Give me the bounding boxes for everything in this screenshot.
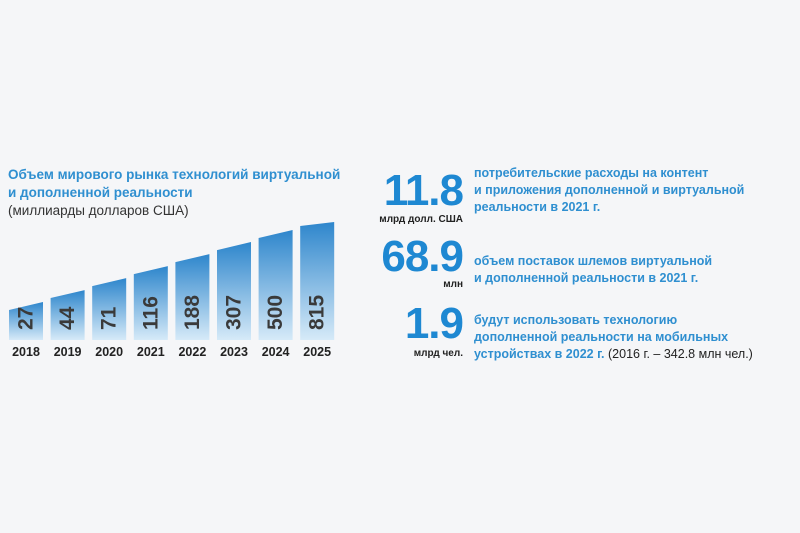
x-tick-label: 2025 [303, 345, 332, 359]
bar-2021 [133, 266, 168, 340]
stat-unit: млрд чел. [413, 348, 463, 359]
bar-value-label: 188 [181, 295, 204, 330]
chart-title: Объем мирового рынка технологий виртуаль… [8, 166, 368, 220]
stat-line: устройствах в 2022 г. (2016 г. – 342.8 м… [474, 346, 800, 363]
chart-units: (миллиарды долларов США) [8, 203, 189, 218]
stat-value: 1.9 [404, 299, 464, 348]
stat-line-text: устройствах в 2022 г. [474, 347, 605, 361]
bar-2023 [217, 242, 251, 340]
bar-2019 [50, 290, 85, 340]
bar-value-label: 71 [98, 306, 121, 330]
stat-note: (2016 г. – 342.8 млн чел.) [608, 347, 753, 361]
bar-chart: 27 44 71 116 188 307 500 815 [9, 222, 335, 340]
bar-value-label: 307 [223, 295, 246, 330]
x-tick-label: 2024 [261, 345, 290, 359]
bar-2018 [9, 301, 43, 340]
stat-line: потребительские расходы на контент [474, 166, 709, 180]
x-tick-label: 2020 [95, 345, 124, 359]
bar-2024 [258, 230, 293, 340]
stat-unit: млрд долл. США [379, 214, 463, 225]
stat-line: объем поставок шлемов виртуальной [474, 254, 713, 268]
stat-line: будут использовать технологию [474, 313, 678, 327]
bar-value-label: 500 [264, 295, 287, 330]
stat-description: будут использовать технологию дополненно… [474, 312, 800, 363]
stat-value: 68.9 [381, 232, 464, 281]
stat-line: реальности в 2021 г. [474, 200, 601, 214]
bar-2020 [92, 278, 127, 340]
stat-value: 11.8 [383, 166, 464, 215]
stat-unit: млн [443, 279, 463, 290]
chart-title-line1: Объем мирового рынка технологий виртуаль… [8, 167, 341, 182]
bar-value-label: 815 [306, 295, 329, 330]
x-tick-label: 2022 [178, 345, 207, 359]
x-tick-label: 2023 [220, 345, 248, 359]
bar-value-label: 44 [56, 306, 79, 330]
chart-title-line2: и дополненной реальности [8, 185, 193, 200]
stat-description: потребительские расходы на контент и при… [474, 165, 800, 216]
bar-2025 [300, 222, 335, 340]
x-tick-label: 2021 [136, 345, 165, 359]
x-tick-label: 2019 [53, 345, 82, 359]
bar-value-label: 27 [15, 307, 38, 330]
stat-line: дополненной реальности на мобильных [474, 330, 729, 344]
stat-line: и приложения дополненной и виртуальной [474, 183, 745, 197]
bar-value-label: 116 [139, 296, 162, 330]
bar-2022 [175, 254, 210, 340]
stat-line: и дополненной реальности в 2021 г. [474, 271, 699, 285]
stat-description: объем поставок шлемов виртуальной и допо… [474, 253, 800, 287]
x-tick-label: 2018 [12, 345, 40, 359]
